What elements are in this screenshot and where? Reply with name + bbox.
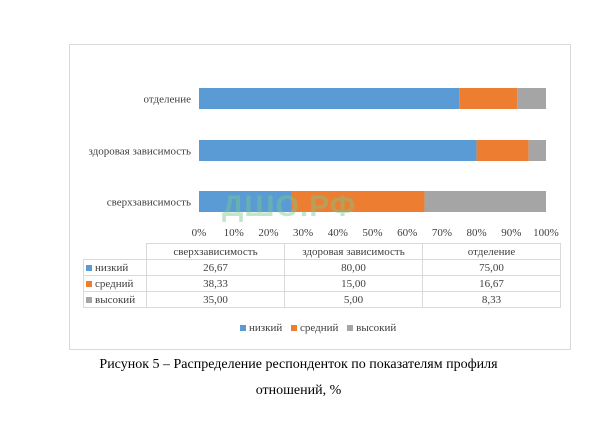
bar-segment-mid <box>476 140 529 161</box>
table-header-cell: сверхзависимость <box>146 243 285 260</box>
chart-legend: низкий средний высокий <box>240 322 402 334</box>
table-cell: 16,67 <box>422 275 561 292</box>
legend-swatch-low <box>240 325 246 332</box>
legend-swatch-low <box>86 264 92 271</box>
x-tick-label: 80% <box>467 227 487 239</box>
bar-segment-low <box>199 88 460 109</box>
x-tick-label: 40% <box>328 227 348 239</box>
table-row-label: средний <box>83 275 147 292</box>
bar-segment-mid <box>459 88 518 109</box>
legend-swatch-mid <box>291 325 297 332</box>
chart-canvas: сверхзависимость здоровая зависимость отде… <box>88 88 559 239</box>
table-cell: 26,67 <box>146 259 285 276</box>
bar-segment-high <box>517 88 546 109</box>
table-cell: 38,33 <box>146 275 285 292</box>
category-label: сверхзависимость <box>107 197 191 209</box>
table-row: низкий 26,67 80,00 75,00 <box>83 259 561 276</box>
category-label: здоровая зависимость <box>88 146 191 158</box>
table-header-cell: отделение <box>422 243 561 260</box>
watermark: ДШО.РФ <box>222 190 357 223</box>
table-cell: 35,00 <box>146 291 285 308</box>
bar-segment-high <box>528 140 546 161</box>
x-tick-label: 20% <box>258 227 278 239</box>
row-label-low: низкий <box>95 261 129 274</box>
table-cell: 8,33 <box>422 291 561 308</box>
table-cell: 5,00 <box>284 291 423 308</box>
table-header-row: сверхзависимость здоровая зависимость от… <box>84 243 561 260</box>
category-label: отделение <box>143 94 191 106</box>
legend-item: средний <box>291 322 338 334</box>
table-row-label: высокий <box>83 291 147 308</box>
table-cell: 80,00 <box>284 259 423 276</box>
legend-item: низкий <box>240 322 282 334</box>
figure-caption-line-1: Рисунок 5 – Распределение респонденток п… <box>99 357 498 372</box>
legend-swatch-mid <box>86 280 92 287</box>
x-tick-label: 0% <box>192 227 207 239</box>
table-cell: 75,00 <box>422 259 561 276</box>
data-table: сверхзависимость здоровая зависимость от… <box>83 243 561 308</box>
legend-label: высокий <box>356 322 397 334</box>
legend-label: низкий <box>249 322 283 334</box>
row-label-high: высокий <box>95 293 136 306</box>
x-tick-label: 60% <box>397 227 417 239</box>
legend-swatch-high <box>86 296 92 303</box>
table-row: средний 38,33 15,00 16,67 <box>83 275 561 292</box>
bar-segment-high <box>424 191 546 212</box>
x-tick-label: 70% <box>432 227 452 239</box>
bar-segment-mid <box>291 191 425 212</box>
legend-label: средний <box>300 322 339 334</box>
x-tick-label: 30% <box>293 227 313 239</box>
figure-caption-line-2: отношений, % <box>255 383 342 398</box>
table-corner <box>84 244 147 260</box>
x-tick-label: 10% <box>224 227 244 239</box>
legend-item: высокий <box>347 322 396 334</box>
table-cell: 15,00 <box>284 275 423 292</box>
table-header-cell: здоровая зависимость <box>284 243 423 260</box>
table-row-label: низкий <box>83 259 147 276</box>
bar-segment-low <box>199 140 477 161</box>
legend-swatch-high <box>347 325 354 332</box>
x-tick-label: 50% <box>362 227 382 239</box>
table-row: высокий 35,00 5,00 8,33 <box>83 291 561 308</box>
x-tick-label: 90% <box>501 227 521 239</box>
bar-segment-low <box>199 191 292 212</box>
x-tick-label: 100% <box>533 227 559 239</box>
row-label-mid: средний <box>95 277 134 290</box>
